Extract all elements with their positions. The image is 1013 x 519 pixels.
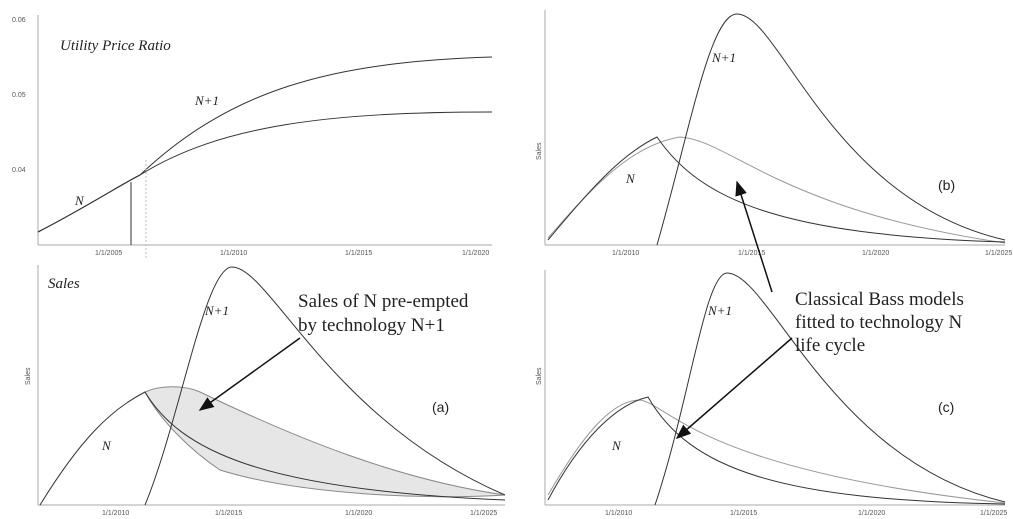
curve-label: N+1 [194, 93, 219, 108]
curve [547, 136, 1006, 243]
curve-label: N+1 [711, 50, 736, 65]
shaded-area [144, 386, 506, 498]
x-tick: 1/1/2025 [985, 250, 1012, 257]
curve-label: N [74, 193, 85, 208]
panel-c: Sales 1/1/2010 1/1/2015 1/1/2020 1/1/202… [536, 180, 1007, 517]
annotation: fitted to technology N [795, 312, 963, 333]
curve [144, 266, 506, 506]
y-tick: 0.05 [12, 92, 26, 99]
x-tick: 1/1/2015 [738, 250, 765, 257]
x-tick: 1/1/2020 [862, 250, 889, 257]
x-tick: 1/1/2020 [462, 250, 489, 257]
title: Sales [48, 276, 80, 292]
curve-label: N [625, 171, 636, 186]
curve-label: N [101, 438, 112, 453]
x-tick: 1/1/2020 [345, 510, 372, 517]
curve-label: N+1 [707, 303, 732, 318]
x-tick: 1/1/2010 [102, 510, 129, 517]
annotation: Sales of N pre-empted [298, 291, 469, 312]
curve [547, 396, 1006, 505]
panel-a: Sales Sales 1/1/2010 1/1/2015 1/1/2020 1… [25, 265, 506, 517]
title: Utility Price Ratio [60, 38, 171, 54]
axis-label: Sales [536, 367, 543, 385]
curve-label: N [611, 438, 622, 453]
panel-tag: (c) [938, 399, 954, 415]
panel-b: Sales 1/1/2010 1/1/2015 1/1/2020 1/1/202… [536, 10, 1012, 257]
arrow [198, 337, 301, 411]
curve [656, 13, 1006, 246]
curve [39, 391, 506, 506]
x-tick: 1/1/2010 [612, 250, 639, 257]
x-tick: 1/1/2015 [345, 250, 372, 257]
axis-label: Sales [536, 142, 543, 160]
panel-tag: (b) [938, 177, 955, 193]
fit-curve [547, 399, 1006, 504]
curve [37, 111, 493, 233]
y-tick: 0.06 [12, 17, 26, 24]
y-tick: 0.04 [12, 167, 26, 174]
axis-label: Sales [25, 367, 32, 385]
x-tick: 1/1/2020 [858, 510, 885, 517]
curve [654, 272, 1006, 506]
arrow [675, 337, 793, 439]
x-tick: 1/1/2010 [220, 250, 247, 257]
x-tick: 1/1/2025 [470, 510, 497, 517]
x-tick: 1/1/2015 [730, 510, 757, 517]
panel-tag: (a) [432, 399, 449, 415]
arrow [735, 180, 773, 293]
annotation: by technology N+1 [298, 315, 445, 336]
x-tick: 1/1/2010 [605, 510, 632, 517]
annotation: life cycle [795, 335, 865, 356]
x-tick: 1/1/2015 [215, 510, 242, 517]
annotation: Classical Bass models [795, 289, 964, 310]
curve-label: N+1 [204, 303, 229, 318]
x-tick: 1/1/2025 [980, 510, 1007, 517]
fit-curve [547, 136, 1006, 244]
panel-utility: Utility Price Ratio 0.06 0.05 0.04 1/1/2… [12, 15, 493, 260]
x-tick: 1/1/2005 [95, 250, 122, 257]
curve [37, 56, 493, 233]
